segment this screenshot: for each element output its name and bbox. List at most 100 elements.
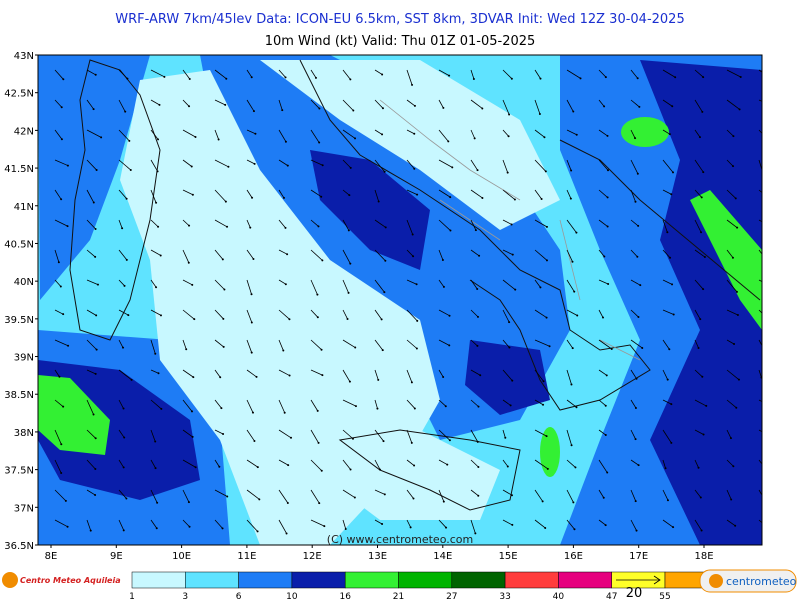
wind-arrow (438, 459, 448, 465)
field-dark (465, 340, 550, 415)
wind-arrow (534, 369, 544, 382)
wind-arrow-head (411, 233, 414, 236)
wind-arrow-head (191, 193, 194, 196)
wind-arrow-head (664, 467, 667, 470)
wind-arrow (598, 399, 606, 407)
lon-axis: 8E 9E 10E 11E 12E 13E 14E 15E 16E 17E 18E (45, 545, 714, 562)
wind-arrow (246, 129, 256, 135)
wind-arrow (150, 189, 157, 203)
wind-arrow (278, 369, 290, 376)
wind-arrow-head (513, 198, 516, 201)
wind-arrow-head (288, 318, 291, 321)
wind-arrow-head (377, 200, 380, 203)
wind-arrow (86, 369, 96, 375)
map-frame (37, 54, 763, 546)
wind-arrow-head (381, 522, 384, 525)
coastline (299, 59, 761, 411)
wind-arrow (694, 399, 707, 407)
wind-arrow (214, 339, 224, 348)
wind-arrow-head (606, 134, 609, 137)
wind-arrow-head (221, 527, 224, 530)
wind-arrow-head (121, 227, 124, 230)
wind-arrow (118, 69, 128, 79)
wind-arrow (214, 279, 225, 290)
wind-arrow-head (321, 164, 324, 167)
wind-arrow-head (100, 136, 103, 139)
wind-arrow (502, 99, 510, 115)
wind-arrow (182, 489, 190, 503)
lat-label: 38.5N (4, 390, 34, 401)
wind-arrow (438, 129, 449, 142)
wind-arrow-head (575, 406, 578, 409)
wind-arrow-head (194, 136, 197, 139)
lat-label: 40N (14, 277, 34, 288)
wind-arrow (726, 399, 737, 409)
wind-arrow-head (666, 499, 669, 502)
wind-arrow (758, 489, 762, 496)
wind-arrow-head (256, 530, 259, 533)
wind-arrow (534, 99, 541, 115)
wind-arrow (118, 339, 124, 348)
wind-arrow-head (351, 437, 354, 440)
wind-arrow (374, 219, 386, 228)
wind-arrow-head (634, 407, 637, 410)
wind-arrow (470, 159, 478, 171)
lat-label: 43N (14, 51, 34, 62)
wind-arrow (86, 129, 102, 138)
wind-arrow (54, 339, 69, 347)
wind-arrow (566, 519, 575, 530)
wind-arrow (630, 309, 639, 318)
wind-arrow (534, 399, 544, 406)
wind-arrow-head (413, 464, 416, 467)
wind-arrow-head (415, 347, 418, 350)
wind-arrow-head (699, 496, 702, 499)
wind-arrow (214, 459, 220, 467)
wind-arrow (758, 129, 762, 134)
wind-arrow (470, 519, 476, 534)
wind-arrow (182, 339, 187, 350)
wind-arrow-head (344, 528, 347, 531)
reference-arrow-label: 20 (626, 586, 643, 600)
wind-arrow (502, 129, 509, 137)
wind-arrow (246, 279, 252, 295)
wind-arrow-head (770, 78, 772, 80)
wind-arrow (726, 309, 739, 316)
wind-arrow-head (346, 317, 349, 320)
wind-arrow-head (574, 466, 577, 469)
field-light (120, 70, 440, 545)
wind-arrow-head (352, 109, 355, 112)
wind-arrow (54, 459, 62, 474)
wind-arrow-head (576, 314, 579, 317)
wind-arrow-head (59, 285, 62, 288)
wind-arrow (662, 159, 674, 173)
lon-label: 17E (629, 551, 648, 562)
wind-arrow (342, 309, 348, 320)
wind-arrow-head (509, 404, 512, 407)
wind-arrow-head (637, 464, 640, 467)
legend-swatch (558, 571, 612, 589)
wind-arrow (214, 519, 223, 529)
wind-arrow (470, 339, 478, 347)
wind-arrow-head (349, 166, 352, 169)
wind-arrow-head (701, 110, 704, 113)
wind-arrow (566, 159, 572, 171)
wind-arrow (726, 249, 734, 258)
wind-arrow (374, 279, 385, 293)
wind-arrow (118, 459, 125, 468)
wind-arrow-head (447, 140, 450, 143)
legend-swatch (504, 571, 559, 589)
wind-arrow (470, 249, 480, 257)
wind-arrow (150, 399, 162, 410)
legend-label: 21 (393, 592, 404, 600)
wind-arrow-head (731, 256, 734, 259)
wind-arrow-head (700, 231, 703, 234)
wind-arrow (342, 129, 356, 139)
credit: (C) www.centrometeo.com (327, 533, 473, 546)
wind-arrow (182, 159, 192, 167)
wind-arrow (278, 99, 283, 111)
wind-arrow (534, 309, 547, 318)
wind-arrow (566, 459, 576, 468)
wind-arrow-head (570, 444, 573, 447)
wind-arrow (182, 219, 190, 226)
wind-arrow-head (732, 135, 735, 138)
